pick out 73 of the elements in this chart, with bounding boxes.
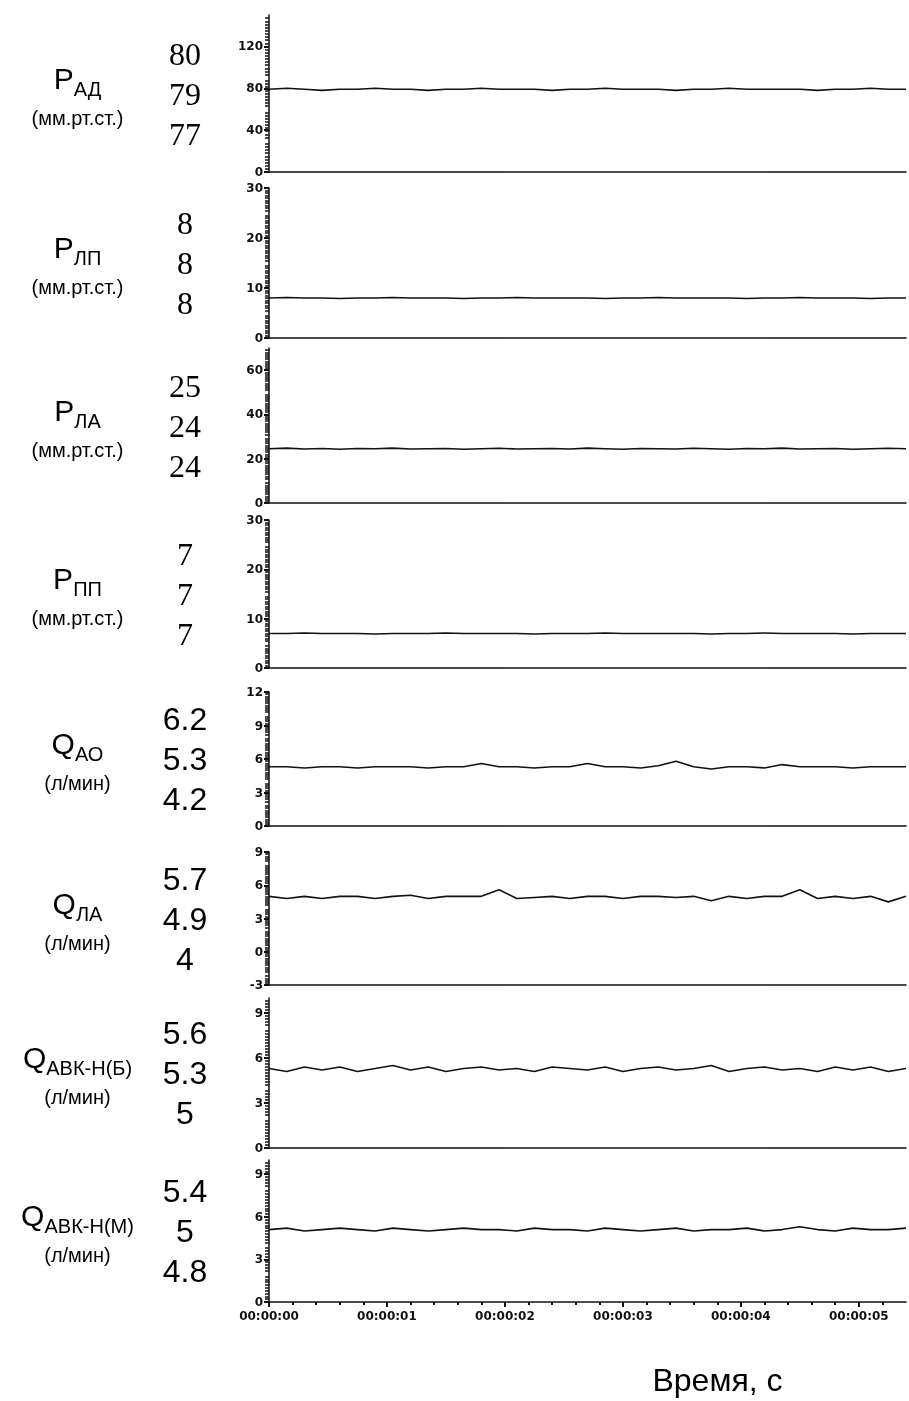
y-tick-label: 40 — [246, 407, 263, 422]
y-tick-label: 3 — [254, 1252, 263, 1267]
text: 5.7 — [161, 859, 209, 899]
text: 4.8 — [161, 1252, 209, 1291]
y-tick-label: -3 — [249, 978, 263, 992]
y-tick-label: 0 — [254, 331, 263, 345]
y-axis-title: P$_{ЛП}$ (мм.рт.ст.) — [30, 231, 125, 299]
y-tick-label: 20 — [246, 562, 263, 577]
text: 8 — [176, 284, 194, 323]
y-tick-label: 10 — [246, 611, 263, 626]
text: 7 — [176, 575, 194, 614]
text: 80 — [168, 34, 202, 74]
y-axis-title: Q$_{АО}$ (л/мин) — [43, 727, 112, 795]
text: 5.4 — [161, 1172, 209, 1211]
y-tick-label: 6 — [254, 752, 263, 766]
y-tick-label: 0 — [254, 819, 263, 833]
y-tick-label: 9 — [254, 718, 263, 733]
y-axis-title: P$_{ПП}$ (мм.рт.ст.) — [30, 562, 125, 630]
y-tick-label: 120 — [237, 39, 263, 54]
text: 77 — [168, 114, 202, 154]
text: 79 — [168, 74, 202, 114]
y-tick-label: 10 — [246, 281, 263, 295]
text: 4.9 — [161, 899, 209, 939]
text: 5 — [175, 1094, 195, 1133]
text: 6.2 — [161, 700, 209, 739]
y-tick-label: 0 — [254, 496, 263, 510]
text: 4 — [175, 939, 195, 979]
text: 5.3 — [161, 1054, 209, 1093]
text: 4.2 — [161, 780, 209, 819]
x-tick-label: 00:00:02 — [475, 1309, 535, 1323]
text: 5.6 — [161, 1014, 209, 1053]
y-axis-title: Q$_{АВК-Н(Б)}$ (л/мин) — [21, 1041, 134, 1109]
x-tick-label: 00:00:05 — [828, 1309, 889, 1323]
text: 24 — [168, 406, 202, 446]
y-axis-title: P$_{ЛА}$ (мм.рт.ст.) — [30, 393, 125, 462]
y-tick-label: 9 — [254, 1006, 263, 1020]
y-tick-label: 3 — [254, 785, 263, 800]
x-tick-label: 00:00:00 — [239, 1309, 299, 1323]
text: 7 — [176, 535, 194, 574]
y-axis-title: P$_{АД}$ (мм.рт.ст.) — [30, 61, 125, 130]
x-tick-label: 00:00:04 — [711, 1309, 771, 1323]
text: 24 — [168, 446, 202, 486]
x-tick-label: 00:00:01 — [357, 1309, 417, 1323]
text: 25 — [168, 366, 202, 406]
text: 7 — [176, 615, 194, 654]
x-tick-label: 00:00:03 — [593, 1309, 653, 1323]
y-tick-label: 30 — [246, 513, 263, 527]
text: 8 — [176, 244, 194, 283]
x-axis-title: Время, с — [652, 1362, 783, 1398]
y-tick-label: 0 — [254, 1141, 263, 1155]
y-tick-label: 6 — [254, 1209, 263, 1224]
y-tick-label: 3 — [254, 1096, 263, 1110]
y-axis-title: Q$_{ЛА}$ (л/мин) — [43, 886, 112, 955]
y-tick-label: 6 — [254, 878, 263, 893]
y-tick-label: 12 — [246, 685, 263, 699]
text: 8 — [176, 204, 194, 243]
y-tick-label: 0 — [254, 1295, 263, 1309]
y-tick-label: 40 — [246, 123, 263, 138]
y-tick-label: 0 — [254, 944, 263, 959]
y-tick-label: 6 — [254, 1051, 263, 1065]
y-tick-label: 0 — [254, 165, 263, 179]
y-tick-label: 0 — [254, 661, 263, 675]
y-tick-label: 3 — [254, 911, 263, 926]
y-tick-label: 80 — [246, 81, 263, 96]
y-tick-label: 9 — [254, 845, 263, 859]
y-tick-label: 20 — [246, 451, 263, 466]
y-tick-label: 9 — [254, 1167, 263, 1182]
y-tick-label: 30 — [246, 181, 263, 195]
y-tick-label: 20 — [246, 231, 263, 245]
y-tick-label: 60 — [246, 363, 263, 378]
y-axis-title: Q$_{АВК-Н(М)}$ (л/мин) — [20, 1199, 135, 1267]
text: 5 — [175, 1212, 195, 1251]
text: 5.3 — [161, 740, 209, 779]
